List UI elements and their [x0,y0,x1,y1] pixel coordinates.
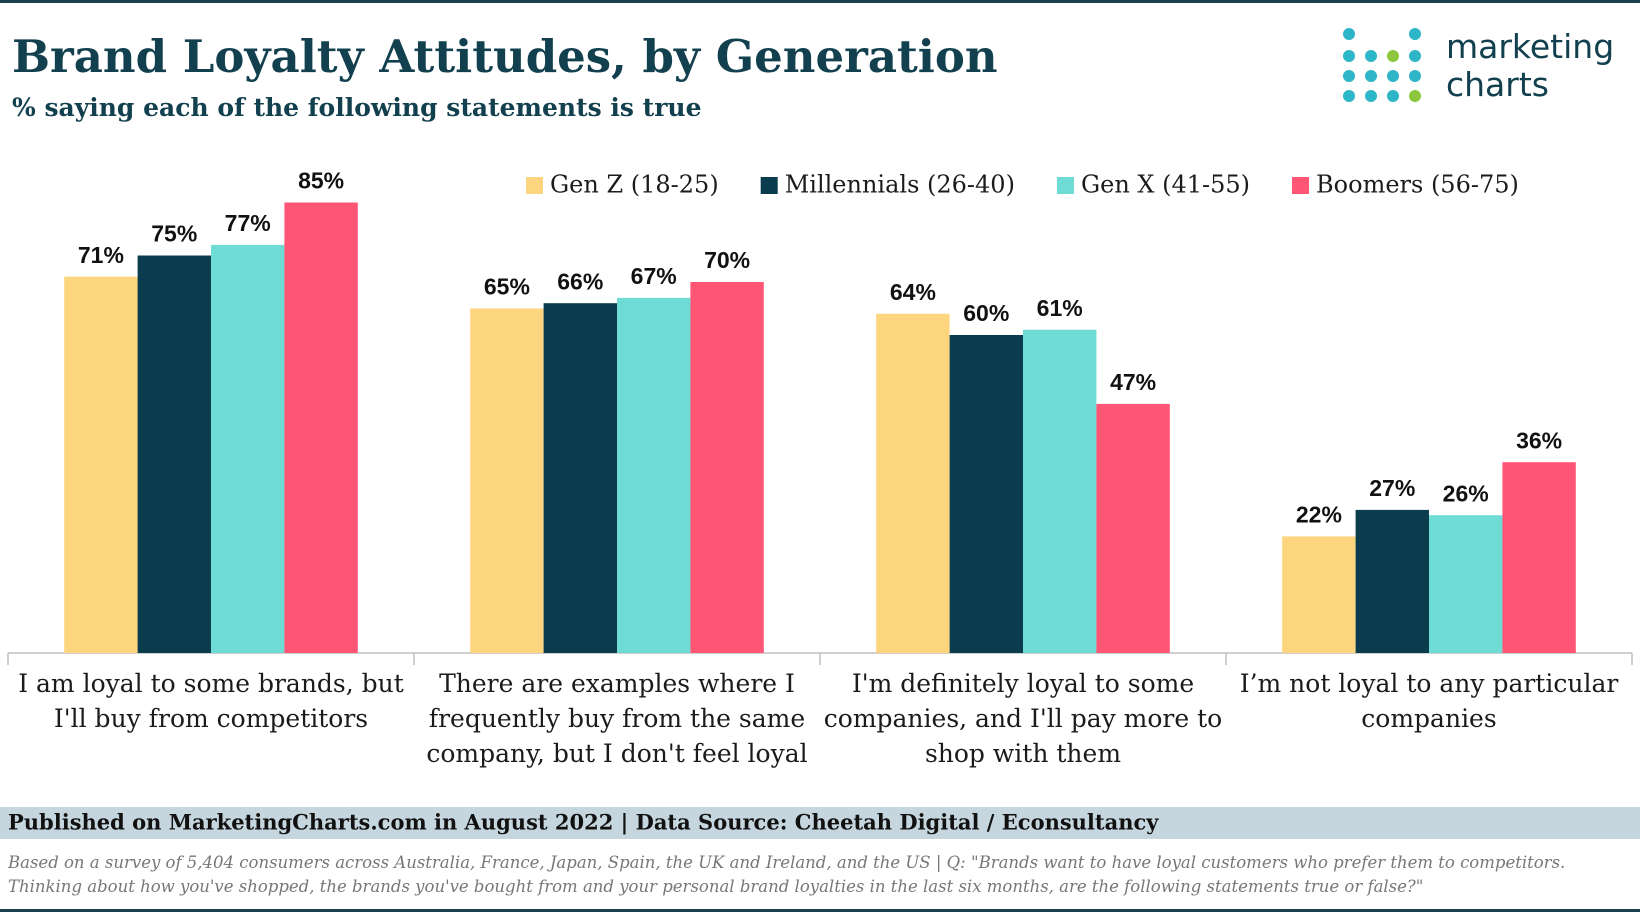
legend-label: Millennials (26-40) [785,171,1015,199]
bar [1429,515,1503,653]
bar [617,297,691,653]
x-tick-label: I'm definitely loyal to some companies, … [823,669,1223,768]
data-label: 77% [225,210,271,236]
data-label: 67% [631,263,677,289]
logo-dots [1343,28,1421,102]
bar [1023,329,1097,653]
x-tick-label: There are examples where I frequently bu… [426,669,808,768]
legend-swatch [1056,177,1074,194]
logo-text: marketing [1446,27,1614,66]
legend-swatch [526,177,543,194]
bar [470,308,544,653]
data-label: 66% [557,268,603,294]
bar [1502,462,1576,653]
bar [876,313,950,653]
bottom-border [0,909,1640,912]
note: Based on a survey of 5,404 consumers acr… [8,853,1566,896]
bar [211,244,285,653]
bar [1096,403,1170,653]
bar [284,202,358,653]
bar [1355,509,1429,653]
data-label: 27% [1369,475,1415,501]
source: Published on MarketingCharts.com in Augu… [8,810,1159,835]
legend-label: Gen Z (18-25) [550,171,719,199]
bar [137,255,211,653]
data-label: 61% [1037,295,1083,321]
data-label: 64% [890,279,936,305]
bar [949,335,1023,653]
data-label: 71% [78,242,124,268]
legend-label: Gen X (41-55) [1081,171,1250,199]
data-label: 60% [963,300,1009,326]
data-label: 22% [1296,501,1342,527]
data-label: 26% [1443,480,1489,506]
logo-text: charts [1446,65,1549,104]
bar [64,276,138,653]
data-label: 65% [484,274,530,300]
data-label: 47% [1110,369,1156,395]
legend-swatch [760,177,778,194]
data-label: 75% [151,221,197,247]
data-label: 36% [1516,427,1562,453]
chart-subtitle: % saying each of the following statement… [12,93,701,122]
bar [1282,536,1356,653]
x-tick-label: I am loyal to some brands, but I'll buy … [18,669,404,733]
bar [690,282,764,653]
source-band [0,807,1640,839]
legend-swatch [1292,177,1310,194]
bar [543,303,617,653]
data-label: 85% [298,168,344,194]
top-border [0,0,1640,3]
chart-title: Brand Loyalty Attitudes, by Generation [12,30,998,83]
x-tick-label: I’m not loyal to any particular companie… [1239,669,1619,733]
legend-label: Boomers (56-75) [1316,171,1519,199]
data-label: 70% [704,247,750,273]
